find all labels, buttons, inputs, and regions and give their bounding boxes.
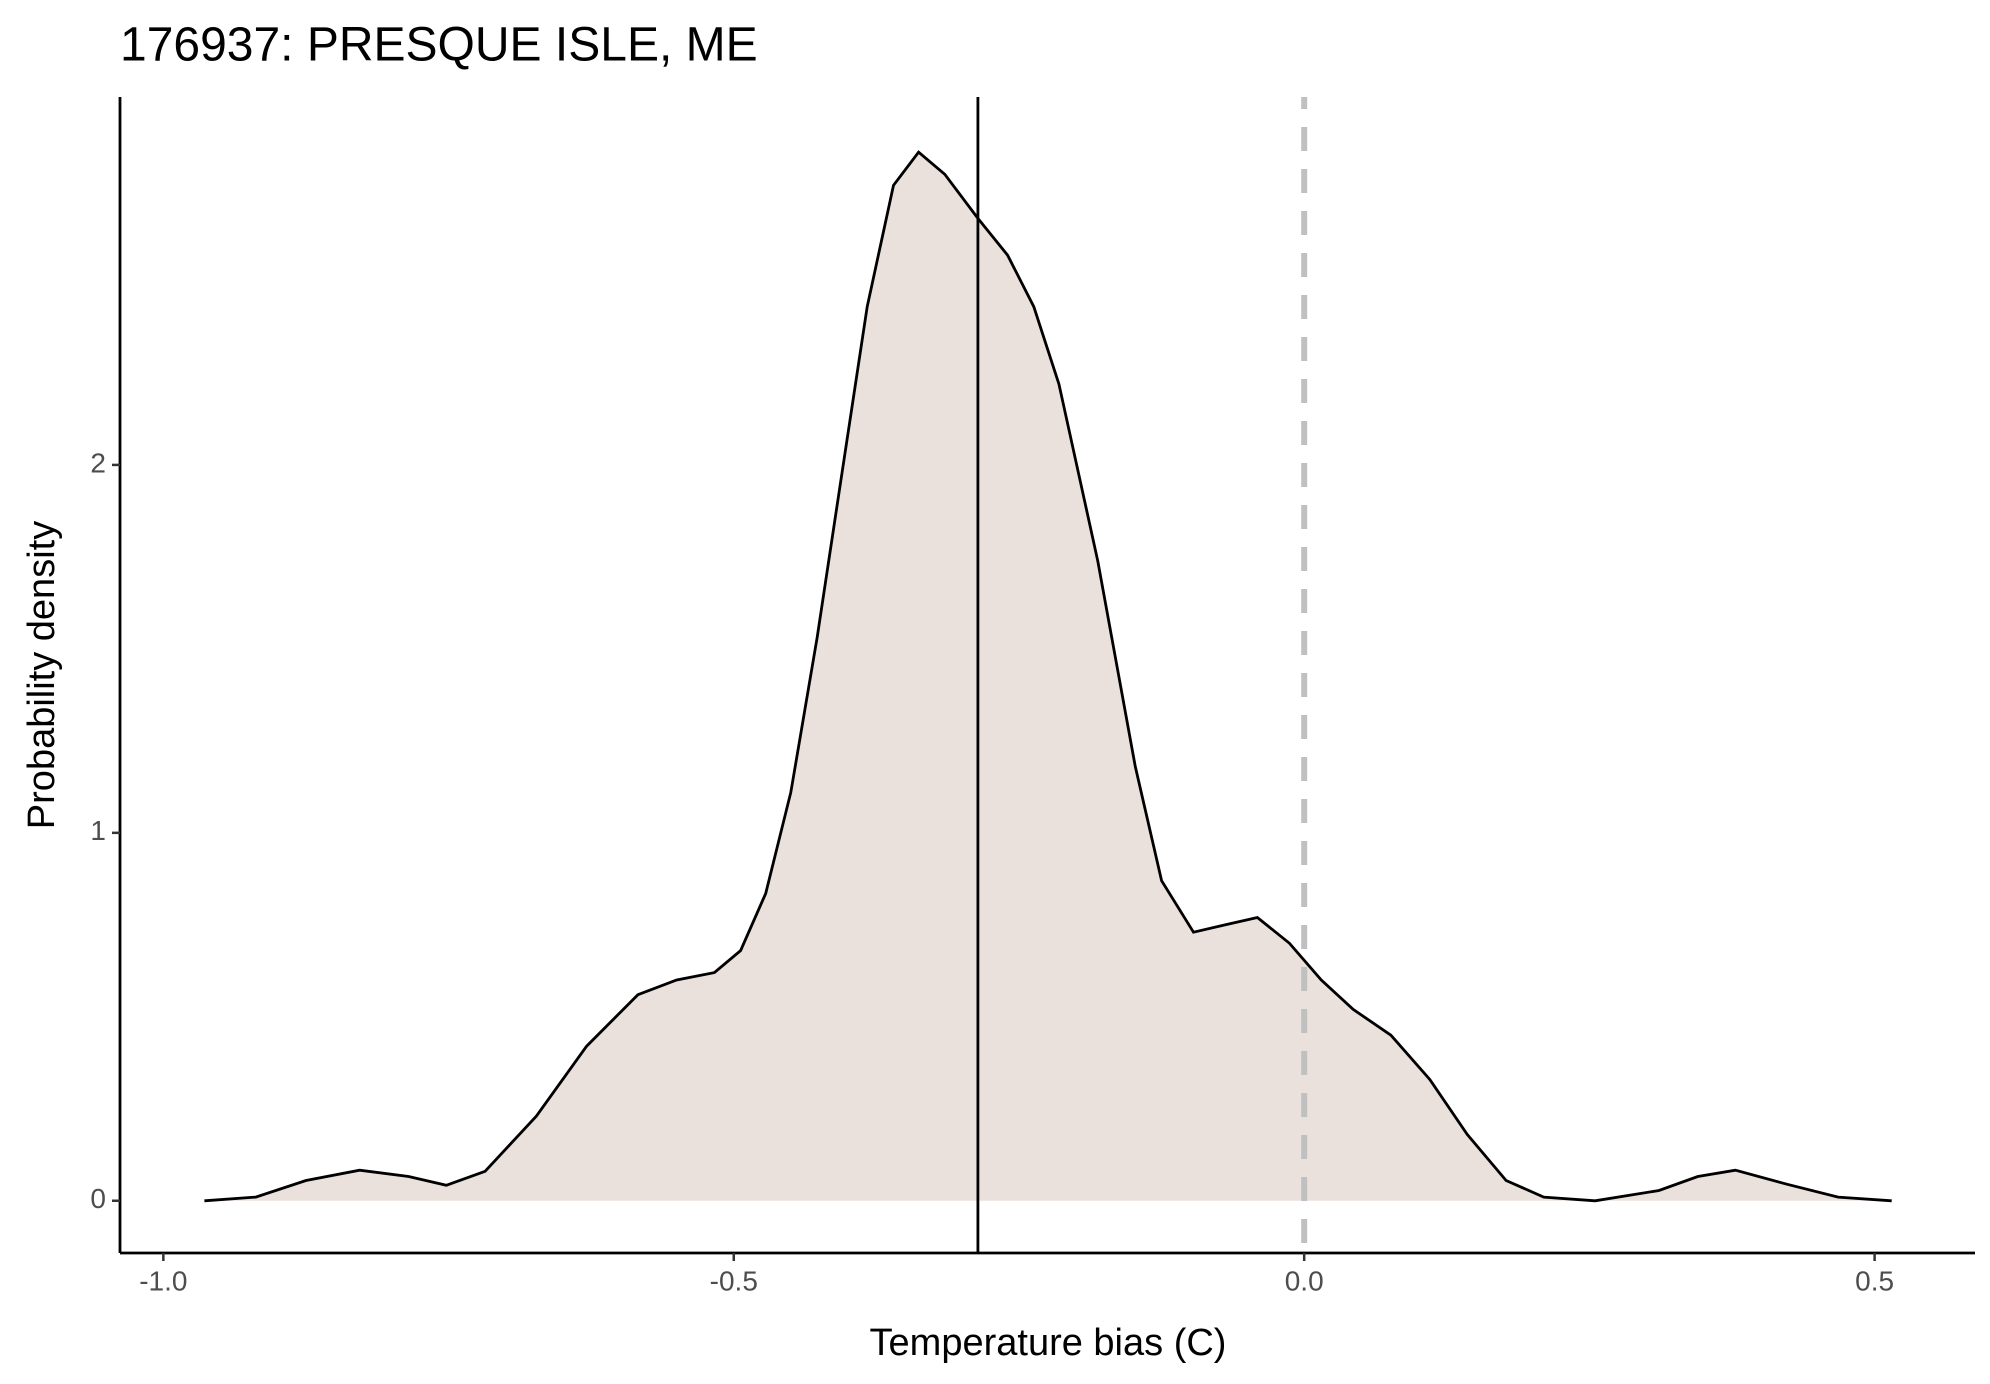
x-tick-label: 0.0 [1285,1265,1324,1296]
y-tick-label: 2 [90,447,106,478]
x-tick-label: 0.5 [1855,1265,1894,1296]
y-tick-label: 0 [90,1183,106,1214]
x-tick-label: -1.0 [139,1265,187,1296]
y-axis-title: Probability density [21,521,63,829]
density-line [204,150,1892,1203]
density-area [204,152,1892,1201]
x-axis-title: Temperature bias (C) [870,1322,1227,1364]
y-tick-label: 1 [90,815,106,846]
x-tick-label: -0.5 [710,1265,758,1296]
chart-title: 176937: PRESQUE ISLE, ME [120,19,758,72]
